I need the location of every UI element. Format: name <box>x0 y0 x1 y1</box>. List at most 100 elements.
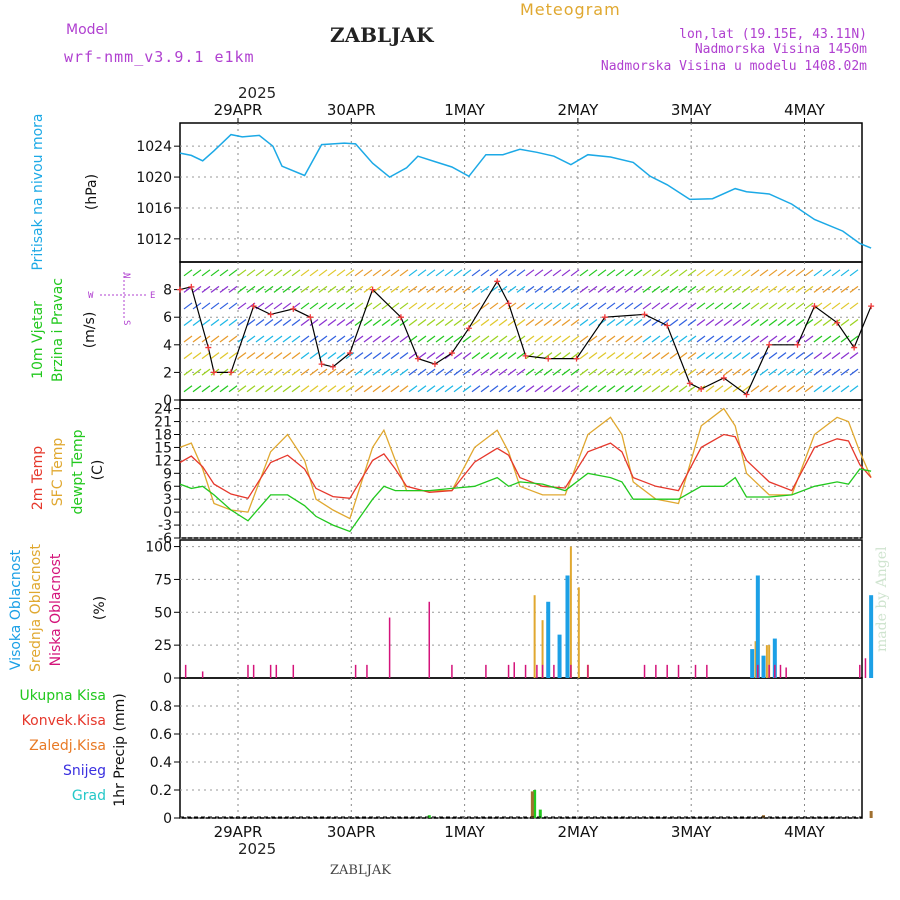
low-cloud-bar <box>757 664 759 678</box>
wind-barb <box>219 319 229 326</box>
wind-barb <box>237 319 247 326</box>
date-label-top: 30APR <box>327 101 376 119</box>
wind-barb <box>822 335 832 343</box>
wind-barb <box>291 335 301 343</box>
high-cloud-bar <box>761 655 766 678</box>
wind-gust-marker <box>743 391 750 398</box>
wind-barb <box>687 368 697 376</box>
wind-barb <box>462 269 472 277</box>
wind-barb <box>741 302 751 310</box>
wind-barb <box>714 368 724 376</box>
wind-barb <box>840 302 850 310</box>
low-cloud-bar <box>184 664 187 678</box>
wind-barb <box>318 269 328 277</box>
wind-barb <box>732 269 742 277</box>
date-label-bottom: 29APR <box>214 823 263 841</box>
wind-barb <box>615 319 625 326</box>
precip-total-label: Ukupna Kisa <box>19 688 106 704</box>
wind-barb <box>705 335 715 343</box>
wind-barb <box>615 269 625 277</box>
wind-barb <box>489 302 499 310</box>
y-tick-label: 3 <box>163 492 172 508</box>
wind-barb <box>300 269 310 277</box>
date-label-top: 1MAY <box>444 101 486 119</box>
wind-gust-marker <box>307 314 314 321</box>
wind-barb <box>633 385 643 393</box>
wind-gust-marker <box>868 303 875 310</box>
wind-barb <box>804 368 814 376</box>
wind-barb <box>696 269 706 277</box>
wind-barb <box>642 385 652 393</box>
wind-barb <box>723 269 733 277</box>
wind-barb <box>255 269 265 277</box>
wind-barb <box>768 285 778 293</box>
wind-barb <box>723 352 733 360</box>
y-tick-label: 0.4 <box>150 755 172 771</box>
wind-barb <box>597 368 607 376</box>
wind-barb <box>345 319 355 326</box>
wind-barb <box>786 269 796 277</box>
wind-barb <box>723 285 733 293</box>
wind-barb <box>246 319 256 326</box>
wind-barb <box>534 368 544 376</box>
wind-barb <box>300 368 310 376</box>
wind-barb <box>849 269 859 277</box>
wind-barb <box>714 302 724 310</box>
wind-gust-marker <box>448 350 455 357</box>
wind-barb <box>732 302 742 310</box>
wind-barb <box>804 335 814 343</box>
wind-barb <box>840 319 850 326</box>
temp-sfc-label: SFC Temp <box>50 438 66 507</box>
wind-barb <box>588 335 598 343</box>
wind-barb <box>498 285 508 293</box>
wind-barb <box>525 302 535 310</box>
wind-barb <box>651 285 661 293</box>
wind-barb <box>219 302 229 310</box>
wind-barb <box>309 385 319 393</box>
wind-barb <box>354 335 364 343</box>
wind-barb <box>822 385 832 393</box>
wind-barb <box>336 335 346 343</box>
wind-barb <box>201 368 211 376</box>
wind-barb <box>219 269 229 277</box>
wind-barb <box>804 352 814 360</box>
wind-barb <box>192 335 202 343</box>
wind-barb <box>696 319 706 326</box>
wind-barb <box>606 269 616 277</box>
wind-barb <box>273 352 283 360</box>
wind-barb <box>750 385 760 393</box>
wind-barb <box>651 352 661 360</box>
y-tick-label: 25 <box>154 638 172 654</box>
wind-barb <box>651 385 661 393</box>
wind-unit: (m/s) <box>82 312 98 349</box>
wind-barb <box>507 385 517 393</box>
wind-barb <box>660 368 670 376</box>
temp-unit: (C) <box>90 460 106 481</box>
temp-2m-line <box>179 433 872 500</box>
wind-gust-marker <box>318 361 325 368</box>
wind-barb <box>849 368 859 376</box>
wind-barb <box>462 302 472 310</box>
low-cloud-bar <box>252 664 255 678</box>
wind-barb <box>435 352 445 360</box>
wind-barb <box>237 385 247 393</box>
wind-barb <box>633 302 643 310</box>
wind-barb <box>552 285 562 293</box>
wind-barb <box>624 335 634 343</box>
y-tick-label: 1024 <box>136 139 172 155</box>
wind-barb <box>228 285 238 293</box>
wind-barb <box>822 319 832 326</box>
wind-barb <box>264 269 274 277</box>
low-cloud-bar <box>706 664 708 678</box>
wind-barb <box>210 385 220 393</box>
wind-barb <box>399 319 409 326</box>
wind-barb <box>849 302 859 310</box>
y-tick-label: 6 <box>163 479 172 495</box>
wind-barb <box>795 302 805 310</box>
wind-barb <box>363 302 373 310</box>
wind-barb <box>480 319 490 326</box>
wind-ylabel-2: Brzina i Pravac <box>50 278 66 382</box>
station-title: ZABLJAK <box>330 23 434 47</box>
wind-barb <box>273 302 283 310</box>
